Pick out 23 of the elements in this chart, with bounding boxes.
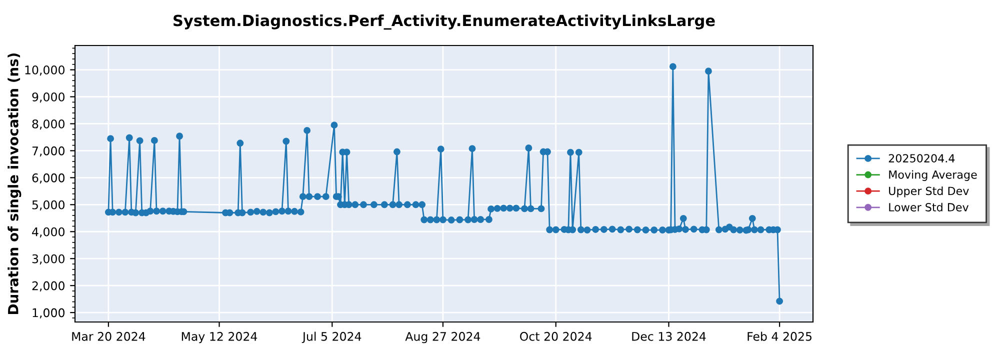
y-tick-label: 8,000 — [32, 119, 64, 130]
y-tick-label: 6,000 — [32, 173, 64, 184]
y-tick-label: 3,000 — [32, 254, 64, 264]
legend-label: Upper Std Dev — [889, 186, 969, 198]
legend-label: 20250204.4 — [888, 154, 955, 163]
y-axis-title: Duration of single invocation (ns) — [8, 53, 22, 314]
x-tick-label: Oct 20 2024 — [520, 332, 592, 341]
x-tick-label: Feb 4 2025 — [748, 332, 812, 341]
legend-label: Lower Std Dev — [889, 202, 969, 212]
y-tick-label: 9,000 — [32, 92, 64, 103]
y-tick-label: 1,000 — [32, 308, 64, 318]
x-tick-label: Mar 20 2024 — [72, 332, 146, 341]
legend-label: Moving Average — [889, 170, 977, 181]
x-tick-label: Aug 27 2024 — [405, 332, 480, 344]
y-tick-label: 10,000 — [25, 66, 64, 76]
x-tick-label: Dec 13 2024 — [632, 332, 706, 341]
y-tick-label: 4,000 — [32, 227, 64, 238]
x-tick-label: Jul 5 2024 — [302, 332, 362, 344]
chart-title: System.Diagnostics.Perf_Activity.EnumerateActivityLinksLarge — [174, 14, 715, 30]
y-tick-label: 5,000 — [32, 200, 64, 211]
y-tick-label: 7,000 — [32, 146, 64, 157]
x-tick-label: May 12 2024 — [182, 332, 258, 344]
y-tick-label: 2,000 — [32, 281, 64, 292]
